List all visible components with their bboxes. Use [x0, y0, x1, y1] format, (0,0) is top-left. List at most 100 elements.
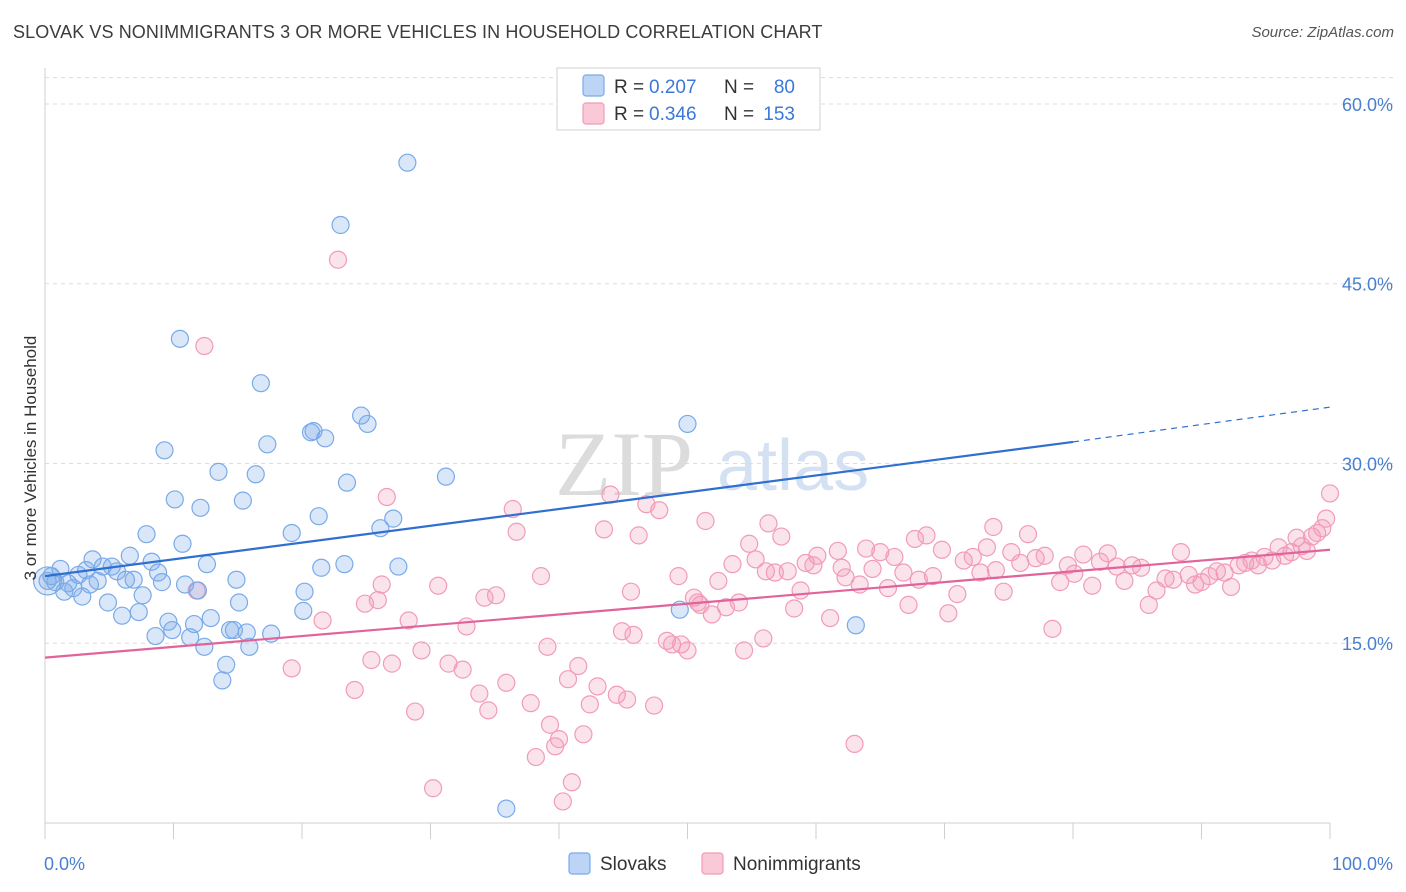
slovaks-point	[846, 616, 865, 635]
legend-swatch-slovaks	[582, 74, 605, 97]
nonimmigrants-point	[857, 539, 876, 558]
nonimmigrants-point	[470, 684, 489, 703]
legend-n-value-nonimmigrants: 153	[763, 104, 795, 125]
legend-r-label-nonimmigrants: R =	[614, 104, 644, 125]
slovaks-point	[304, 422, 323, 441]
nonimmigrants-point	[836, 568, 855, 587]
nonimmigrants-point	[977, 538, 997, 557]
slovaks-point	[152, 573, 172, 592]
nonimmigrants-point	[377, 487, 396, 507]
slovaks-point	[88, 571, 107, 591]
slovaks-point	[120, 546, 139, 565]
y-tick-label: 30.0%	[1342, 454, 1393, 474]
bottom-legend-swatch-nonimmigrants	[701, 852, 724, 875]
nonimmigrants-point	[1115, 571, 1134, 591]
slovaks-point	[309, 507, 328, 526]
nonimmigrants-point	[845, 734, 864, 754]
nonimmigrants-point	[362, 650, 381, 670]
nonimmigrants-point	[531, 567, 551, 586]
tick-labels: 15.0% 30.0% 45.0% 60.0% 0.0% 100.0%	[44, 95, 1393, 874]
x-tick-label-min: 0.0%	[44, 854, 85, 874]
slovaks-point	[188, 581, 208, 600]
nonimmigrants-point	[607, 685, 626, 704]
nonimmigrants-point	[558, 670, 578, 689]
slovaks-point	[217, 655, 236, 674]
y-tick-label: 15.0%	[1342, 634, 1393, 654]
slovaks-point	[233, 491, 252, 510]
nonimmigrants-point	[475, 588, 494, 607]
nonimmigrants-point	[734, 641, 754, 660]
legend-box: R = 0.207 N = 80 R = 0.346 N = 153	[556, 67, 821, 131]
slovaks-point	[98, 593, 118, 612]
slovaks-points	[32, 153, 865, 818]
nonimmigrants-point	[345, 680, 364, 700]
nonimmigrants-point	[328, 250, 348, 269]
slovaks-point	[124, 570, 143, 589]
nonimmigrants-point	[678, 641, 697, 660]
slovaks-point	[197, 555, 217, 574]
slovaks-point	[282, 523, 301, 543]
slovaks-point	[165, 490, 184, 509]
nonimmigrants-point	[538, 637, 557, 656]
nonimmigrants-point	[1074, 545, 1093, 564]
slovaks-point	[146, 626, 165, 646]
nonimmigrants-point	[540, 715, 560, 734]
slovaks-point	[389, 557, 408, 576]
nonimmigrants-point	[497, 673, 516, 692]
legend-r-value-slovaks: 0.207	[649, 77, 697, 98]
slovaks-point	[148, 563, 168, 582]
nonimmigrants-point	[1018, 525, 1038, 544]
nonimmigrants-point	[507, 522, 526, 541]
slovaks-point	[195, 637, 214, 656]
slovaks-point	[246, 465, 265, 484]
nonimmigrants-point	[1065, 564, 1084, 583]
nonimmigrants-point	[368, 590, 387, 610]
slovaks-point	[312, 558, 331, 577]
nonimmigrants-point	[963, 547, 982, 567]
nonimmigrants-point	[479, 701, 498, 720]
nonimmigrants-point	[923, 567, 943, 586]
slovaks-point	[295, 582, 314, 601]
slovaks-trend-line	[44, 440, 1074, 578]
nonimmigrants-point	[457, 617, 476, 636]
slovaks-point	[137, 525, 156, 544]
slovaks-point	[337, 473, 357, 492]
nonimmigrants-point	[1164, 570, 1183, 589]
slovaks-point	[258, 435, 277, 454]
slovaks-point	[129, 602, 148, 622]
nonimmigrants-point	[709, 571, 728, 591]
nonimmigrants-point	[871, 543, 890, 562]
nonimmigrants-point	[1132, 558, 1151, 577]
nonimmigrants-point	[740, 534, 759, 553]
nonimmigrants-point	[612, 622, 632, 641]
slovaks-point	[209, 462, 228, 481]
nonimmigrants-point	[562, 773, 581, 792]
nonimmigrants-point	[382, 654, 402, 673]
slovaks-point	[213, 671, 232, 690]
nonimmigrants-point	[984, 517, 1003, 537]
nonimmigrants-point	[621, 582, 641, 601]
slovaks-trend-extension	[1072, 406, 1331, 443]
nonimmigrants-point	[580, 695, 599, 714]
slovaks-point	[191, 498, 210, 517]
nonimmigrants-point	[549, 730, 569, 749]
nonimmigrants-point	[1171, 543, 1191, 562]
nonimmigrants-point	[994, 582, 1013, 601]
nonimmigrants-point	[644, 696, 664, 715]
source-credit: Source: ZipAtlas.com	[1251, 24, 1394, 41]
gridlines	[45, 77, 1394, 644]
slovaks-point	[358, 414, 377, 434]
nonimmigrants-point	[195, 336, 214, 356]
nonimmigrants-point	[486, 586, 506, 605]
nonimmigrants-point	[939, 604, 958, 623]
nonimmigrants-point	[553, 792, 572, 811]
legend-r-value-nonimmigrants: 0.346	[649, 104, 697, 125]
nonimmigrants-point	[729, 593, 749, 612]
slovaks-point	[112, 606, 132, 625]
y-tick-label: 45.0%	[1342, 275, 1393, 295]
slovaks-point	[184, 614, 204, 634]
nonimmigrants-point	[399, 611, 418, 630]
nonimmigrants-point	[894, 563, 913, 582]
nonimmigrants-point	[1139, 595, 1158, 614]
slovaks-point	[163, 620, 182, 640]
